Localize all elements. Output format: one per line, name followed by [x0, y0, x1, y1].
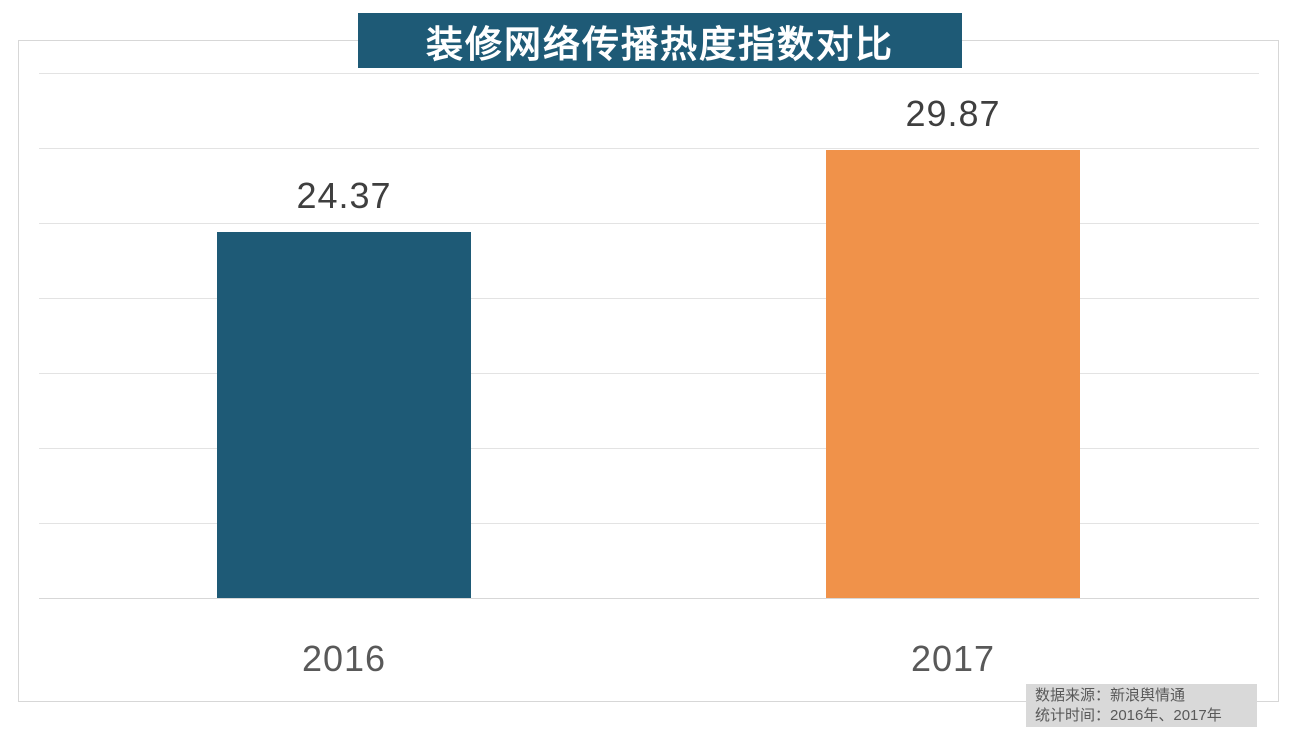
source-note-box: 数据来源：新浪舆情通 统计时间：2016年、2017年 [1026, 684, 1257, 727]
gridline [39, 223, 1259, 224]
plot-area: 24.37 29.87 [39, 73, 1259, 599]
gridline [39, 373, 1259, 374]
gridline [39, 148, 1259, 149]
value-label-2016: 24.37 [296, 175, 392, 217]
gridline [39, 523, 1259, 524]
chart-title: 装修网络传播热度指数对比 [426, 23, 894, 65]
value-label-2017: 29.87 [905, 92, 1001, 134]
axis-label-2016: 2016 [301, 638, 387, 679]
gridline [39, 448, 1259, 449]
source-line: 数据来源：新浪舆情通 [1035, 687, 1186, 704]
period-line: 统计时间：2016年、2017年 [1035, 707, 1222, 724]
gridline [39, 298, 1259, 299]
bar-group-2017: 29.87 [826, 73, 1080, 598]
chart-title-banner: 装修网络传播热度指数对比 [358, 13, 962, 68]
bar-group-2016: 24.37 [217, 73, 471, 598]
x-axis-line [39, 598, 1259, 599]
bar-2017 [826, 149, 1080, 598]
bar-2016 [217, 232, 471, 598]
axis-label-2017: 2017 [910, 638, 996, 679]
gridline [39, 73, 1259, 74]
